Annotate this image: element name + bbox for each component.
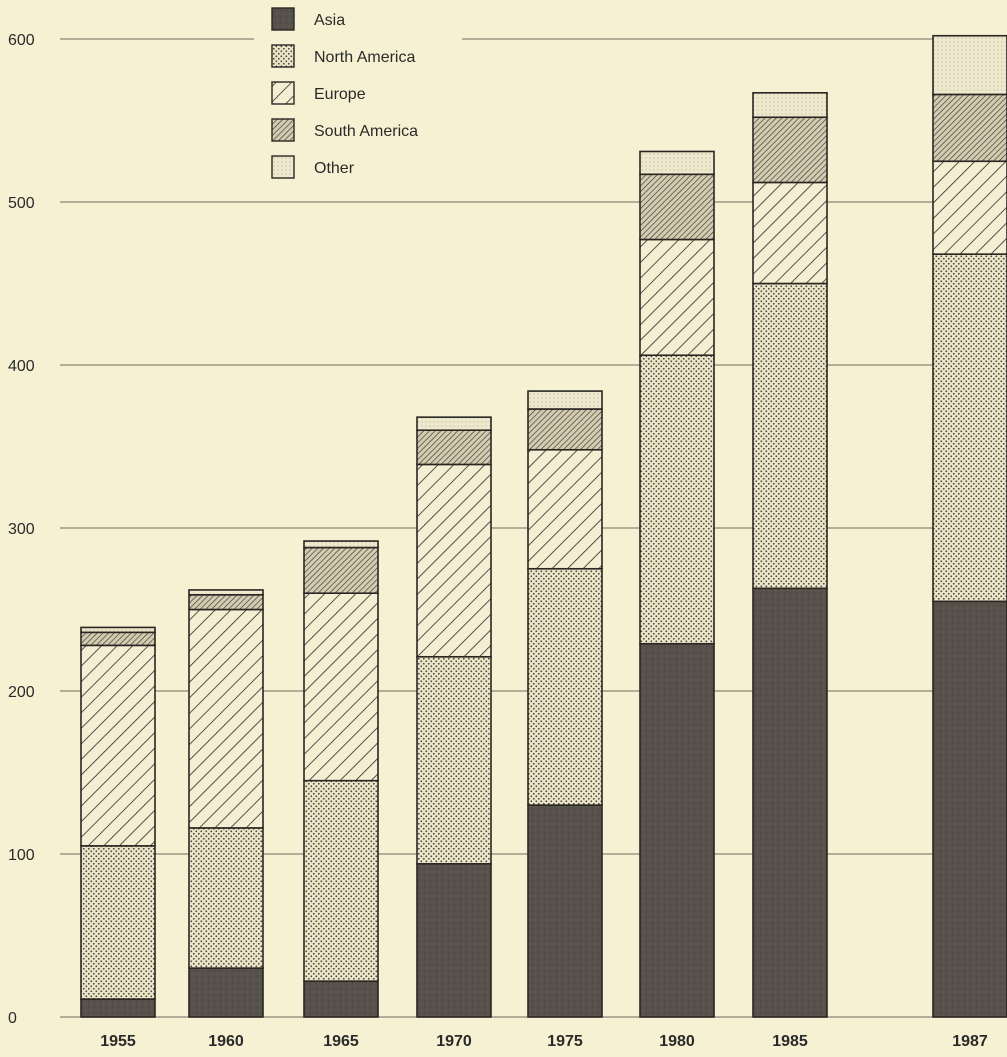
legend-swatch-europe bbox=[271, 81, 295, 105]
bar-segment-1965-asia bbox=[303, 980, 379, 1018]
bar-segment-1970-other bbox=[416, 416, 492, 432]
bar-segment-1975-north-america bbox=[527, 567, 603, 806]
bar-segment-1975-asia bbox=[527, 804, 603, 1018]
bar-segment-1960-south-america bbox=[188, 594, 264, 611]
y-tick-label: 600 bbox=[8, 32, 35, 49]
bar-segment-1987-asia bbox=[932, 600, 1007, 1018]
bar-segment-1975-europe bbox=[527, 448, 603, 570]
bar-segment-1955-north-america bbox=[80, 845, 156, 1000]
bar-segment-1970-south-america bbox=[416, 429, 492, 466]
bar-segment-1965-other bbox=[303, 540, 379, 549]
legend-label: South America bbox=[314, 123, 418, 140]
y-tick-label: 200 bbox=[8, 684, 35, 701]
bar-segment-1960-other bbox=[188, 589, 264, 596]
x-tick-label: 1987 bbox=[952, 1033, 988, 1050]
bar-segment-1975-south-america bbox=[527, 408, 603, 451]
x-tick-label: 1985 bbox=[772, 1033, 808, 1050]
bar-segment-1960-north-america bbox=[188, 827, 264, 969]
legend-swatch-asia bbox=[271, 7, 295, 31]
bar-segment-1987-north-america bbox=[932, 253, 1007, 603]
legend-swatch-north-america bbox=[271, 44, 295, 68]
bar-segment-1985-other bbox=[752, 91, 828, 119]
bar-segment-1965-north-america bbox=[303, 779, 379, 982]
bar-segment-1955-other bbox=[80, 626, 156, 634]
x-tick-label: 1955 bbox=[100, 1033, 136, 1050]
y-axis: 0 100 200 300 400 500 600 bbox=[8, 32, 35, 1027]
x-tick-label: 1980 bbox=[659, 1033, 695, 1050]
legend-label: Asia bbox=[314, 12, 345, 29]
bar-segment-1985-north-america bbox=[752, 282, 828, 590]
bar-segment-1980-europe bbox=[639, 238, 715, 357]
bar-segment-1960-europe bbox=[188, 608, 264, 829]
bar-segment-1955-europe bbox=[80, 644, 156, 847]
y-tick-label: 0 bbox=[8, 1010, 17, 1027]
bar-segment-1980-north-america bbox=[639, 354, 715, 645]
bar-segment-1960-asia bbox=[188, 967, 264, 1018]
x-axis: 1955 1960 1965 1970 1975 1980 1985 1987 bbox=[100, 1033, 988, 1050]
legend-label: North America bbox=[314, 49, 415, 66]
x-tick-label: 1965 bbox=[323, 1033, 359, 1050]
y-tick-label: 500 bbox=[8, 195, 35, 212]
legend-label: Other bbox=[314, 160, 355, 177]
x-tick-label: 1960 bbox=[208, 1033, 244, 1050]
legend-swatch-other bbox=[271, 155, 295, 179]
bar-segment-1965-europe bbox=[303, 592, 379, 782]
y-tick-label: 300 bbox=[8, 521, 35, 538]
bar-segment-1985-europe bbox=[752, 181, 828, 285]
bar-segment-1970-asia bbox=[416, 862, 492, 1018]
bar-segment-1985-asia bbox=[752, 587, 828, 1018]
bars bbox=[80, 34, 1007, 1018]
bar-segment-1965-south-america bbox=[303, 546, 379, 594]
bar-segment-1980-other bbox=[639, 150, 715, 176]
x-tick-label: 1970 bbox=[436, 1033, 472, 1050]
bar-segment-1987-europe bbox=[932, 160, 1007, 255]
legend-swatch-south-america bbox=[271, 118, 295, 142]
y-tick-label: 100 bbox=[8, 847, 35, 864]
bar-segment-1980-asia bbox=[639, 642, 715, 1018]
bar-segment-1955-south-america bbox=[80, 631, 156, 647]
bar-segment-1987-south-america bbox=[932, 93, 1007, 163]
bar-segment-1987-other bbox=[932, 34, 1007, 96]
bar-segment-1975-other bbox=[527, 390, 603, 410]
bar-segment-1970-north-america bbox=[416, 655, 492, 865]
bar-segment-1985-south-america bbox=[752, 116, 828, 184]
bar-segment-1980-south-america bbox=[639, 173, 715, 241]
legend: Asia North America Europe South America Othe… bbox=[254, 0, 462, 186]
bar-segment-1955-asia bbox=[80, 998, 156, 1018]
x-tick-label: 1975 bbox=[547, 1033, 583, 1050]
legend-label: Europe bbox=[314, 86, 366, 103]
y-tick-label: 400 bbox=[8, 358, 35, 375]
bar-segment-1970-europe bbox=[416, 463, 492, 658]
